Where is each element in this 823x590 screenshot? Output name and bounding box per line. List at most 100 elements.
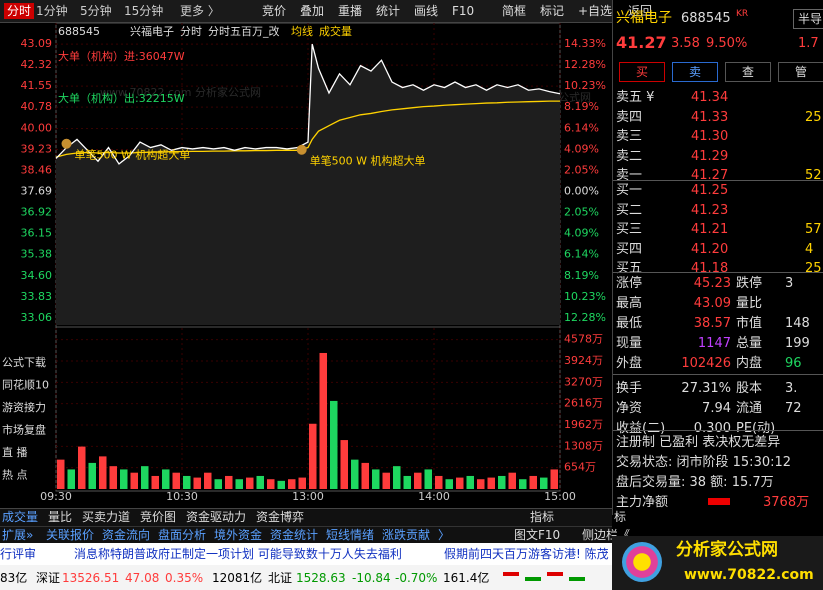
book-label: 买一 [616, 183, 643, 198]
feature-tab[interactable]: 〉 [438, 528, 451, 542]
period-tab[interactable]: 15分钟 [124, 4, 164, 18]
book-price: 41.30 [691, 129, 729, 144]
indicator-tab[interactable]: 标 [614, 510, 627, 524]
index-item: 47.08 [125, 571, 160, 585]
stock-tag: KR [736, 9, 749, 19]
toolbar-button[interactable]: 竞价 [262, 4, 287, 18]
volume-bar [508, 472, 516, 489]
indicator-tab[interactable]: 资金博弈 [256, 510, 305, 524]
period-tab[interactable]: 分时 [4, 3, 35, 19]
status-area: 成交量 量比 买卖力道 竞价图 资金驱动力 资金博弈 指标 标扩展» 关联报价 资金流向 盘面分析境… [0, 508, 823, 590]
toolbar-button[interactable]: 画线 [414, 4, 439, 18]
period-tab[interactable]: 更多 〉 [180, 4, 220, 18]
feature-tab[interactable]: 关联报价 [46, 528, 95, 542]
book-label: 卖五 ¥ [616, 90, 655, 105]
toolbar-button[interactable]: +自选 [578, 4, 613, 18]
stat-value: 3 [785, 276, 794, 291]
sector-tag: 半导 [793, 9, 823, 29]
volume-bar [141, 466, 149, 489]
volume-bar [57, 459, 65, 489]
feature-tab[interactable]: 境外资金 [214, 528, 263, 542]
book-price: 41.27 [691, 168, 729, 183]
indicator-tab[interactable]: 竞价图 [140, 510, 177, 524]
feature-tab[interactable]: 盘面分析 [158, 528, 207, 542]
book-label: 买三 [616, 222, 643, 237]
indicator-tab[interactable]: 指标 [530, 510, 555, 524]
stat-value: 45.23 [693, 276, 731, 291]
volume-bar [162, 469, 170, 489]
x-tick-label: 15:00 [544, 490, 576, 503]
volume-bar [487, 477, 495, 489]
stat-value: 43.09 [693, 296, 731, 311]
index-item: 83亿 [0, 571, 28, 585]
y-tick-label: 35.38 [21, 248, 53, 261]
indicator-tab[interactable]: 买卖力道 [82, 510, 131, 524]
volume-bar [498, 475, 506, 489]
period-tab[interactable]: 5分钟 [80, 4, 112, 18]
indicator-tab[interactable]: 成交量 [2, 510, 39, 524]
indicator-tab[interactable]: 量比 [48, 510, 73, 524]
side-menu-item: 同花顺10 [2, 379, 49, 392]
feature-tab[interactable]: 涨跌贡献 [382, 528, 431, 542]
stat-value: 0.300 [693, 421, 731, 436]
toolbar-button[interactable]: 标记 [540, 4, 565, 18]
feature-tab[interactable]: 资金流向 [102, 528, 151, 542]
volume-bar [130, 472, 138, 489]
main-net-label: 主力净额 [616, 495, 669, 510]
feature-tab[interactable]: 扩展» [2, 528, 34, 542]
volume-bar [550, 469, 558, 489]
feature-tab[interactable]: 图文F10 [514, 528, 561, 542]
volume-bar [109, 466, 117, 489]
news-item[interactable]: 行评审 [0, 547, 37, 561]
mini-bar [547, 572, 563, 576]
divider [613, 374, 823, 375]
toolbar-button[interactable]: 统计 [376, 4, 401, 18]
news-item[interactable]: 假期前四天百万游客访港! 陈茂 [444, 547, 609, 561]
stat-label: 流通 [736, 401, 763, 416]
pct-tick-label: 0.00% [564, 185, 599, 198]
y-tick-label: 39.23 [21, 142, 53, 155]
divider [613, 180, 823, 181]
toolbar-button[interactable]: 重播 [338, 4, 363, 18]
stat-value: 38.57 [693, 316, 731, 331]
news-item[interactable]: 消息称特朗普政府正制定一项计划 可能导致数十万人失去福利 [74, 547, 402, 561]
action-button[interactable]: 卖 [672, 62, 718, 82]
volume-bar [519, 479, 527, 489]
volume-bar [235, 479, 243, 489]
big-out-label: 大单（机构）出:32215W [58, 91, 185, 105]
index-item: -0.70% [395, 571, 438, 585]
toolbar-button[interactable]: 叠加 [300, 4, 325, 18]
volume-bar [214, 479, 222, 489]
toolbar-button[interactable]: F10 [452, 4, 475, 18]
avg-line [55, 100, 560, 158]
action-button[interactable]: 查 [725, 62, 771, 82]
chart-header-item: 兴福电子 [130, 24, 174, 38]
period-tab[interactable]: 1分钟 [36, 4, 68, 18]
divider [613, 272, 823, 273]
feature-tab[interactable]: 短线情绪 [326, 528, 375, 542]
volume-bar [529, 475, 537, 489]
indicator-tab[interactable]: 资金驱动力 [186, 510, 247, 524]
volume-bar [393, 466, 401, 489]
divider [613, 430, 823, 431]
toolbar-button[interactable]: 返回 [628, 4, 653, 18]
feature-tab[interactable]: 资金统计 [270, 528, 319, 542]
action-button[interactable]: 管 [778, 62, 823, 82]
toolbar-button[interactable]: 简框 [502, 4, 527, 18]
action-button[interactable]: 买 [619, 62, 665, 82]
chart-header-item: 分时 [180, 25, 202, 38]
index-item: 12081亿 [212, 571, 263, 585]
volume-bar [67, 469, 75, 489]
big-in-label: 大单（机构）进:36047W [58, 49, 185, 63]
signal-icon [296, 144, 307, 155]
index-item: 1528.63 [296, 571, 346, 585]
stat-label: 外盘 [616, 356, 643, 371]
side-menu-item: 市场复盘 [2, 423, 46, 437]
book-price: 41.33 [691, 109, 729, 125]
volume-bar [372, 469, 380, 489]
side-menu-item: 直 播 [2, 445, 28, 459]
pct-tick-label: 14.33% [564, 37, 606, 50]
volume-bar [540, 477, 548, 489]
pct-tick-label: 12.28% [564, 311, 606, 324]
stat-value: 7.94 [702, 401, 731, 416]
